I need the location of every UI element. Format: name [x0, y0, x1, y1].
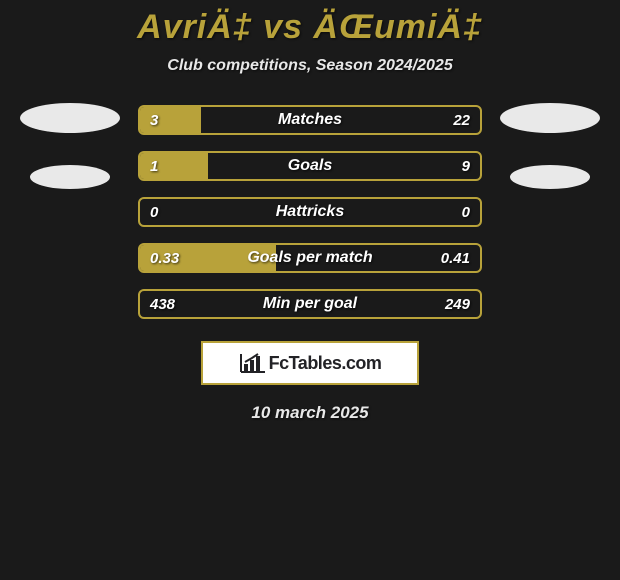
date-label: 10 march 2025: [0, 403, 620, 423]
stat-row: 322Matches: [138, 105, 482, 135]
stat-label: Goals per match: [140, 245, 480, 271]
stat-bars: 322Matches 19Goals 00Hattricks 0.330.41Goal…: [138, 105, 482, 319]
stat-row: 438249Min per goal: [138, 289, 482, 319]
stats-area: 322Matches 19Goals 00Hattricks 0.330.41Goal…: [0, 105, 620, 319]
stat-label: Matches: [140, 107, 480, 133]
brand-logo-box[interactable]: FcTables.com: [201, 341, 419, 385]
left-avatar-column: [20, 105, 120, 189]
stat-label: Min per goal: [140, 291, 480, 317]
player-right-avatar-2: [510, 165, 590, 189]
stat-row: 00Hattricks: [138, 197, 482, 227]
right-avatar-column: [500, 105, 600, 189]
player-left-avatar-1: [20, 103, 120, 133]
brand-logo: FcTables.com: [239, 352, 382, 374]
page-title: AvriÄ‡ vs ÄŒumiÄ‡: [0, 8, 620, 47]
bar-chart-icon: [239, 352, 267, 374]
widget-container: AvriÄ‡ vs ÄŒumiÄ‡ Club competitions, Sea…: [0, 0, 620, 423]
player-left-avatar-2: [30, 165, 110, 189]
stat-row: 19Goals: [138, 151, 482, 181]
stat-label: Hattricks: [140, 199, 480, 225]
brand-logo-text: FcTables.com: [269, 353, 382, 374]
stat-label: Goals: [140, 153, 480, 179]
player-right-avatar-1: [500, 103, 600, 133]
page-subtitle: Club competitions, Season 2024/2025: [0, 57, 620, 75]
stat-row: 0.330.41Goals per match: [138, 243, 482, 273]
